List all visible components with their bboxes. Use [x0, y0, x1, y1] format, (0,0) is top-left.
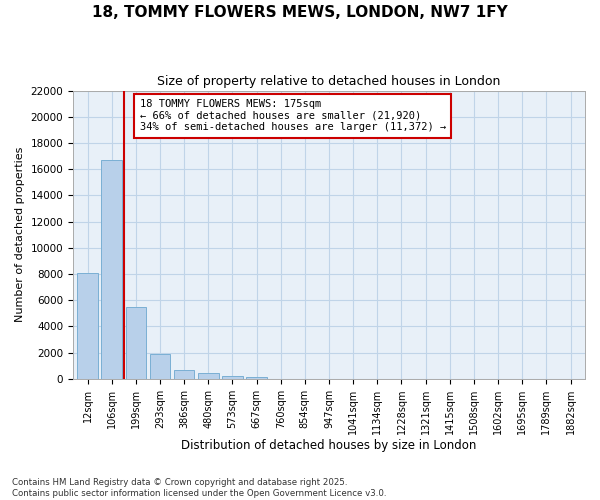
Bar [247, 377, 267, 378]
Text: 18, TOMMY FLOWERS MEWS, LONDON, NW7 1FY: 18, TOMMY FLOWERS MEWS, LONDON, NW7 1FY [92, 5, 508, 20]
Y-axis label: Number of detached properties: Number of detached properties [15, 147, 25, 322]
Bar [174, 370, 194, 378]
Bar [150, 354, 170, 378]
Title: Size of property relative to detached houses in London: Size of property relative to detached ho… [157, 75, 501, 88]
Bar [77, 272, 98, 378]
Bar [198, 374, 218, 378]
Text: Contains HM Land Registry data © Crown copyright and database right 2025.
Contai: Contains HM Land Registry data © Crown c… [12, 478, 386, 498]
Bar [101, 160, 122, 378]
X-axis label: Distribution of detached houses by size in London: Distribution of detached houses by size … [181, 440, 477, 452]
Bar [125, 306, 146, 378]
Bar [222, 376, 242, 378]
Text: 18 TOMMY FLOWERS MEWS: 175sqm
← 66% of detached houses are smaller (21,920)
34% : 18 TOMMY FLOWERS MEWS: 175sqm ← 66% of d… [140, 99, 446, 132]
